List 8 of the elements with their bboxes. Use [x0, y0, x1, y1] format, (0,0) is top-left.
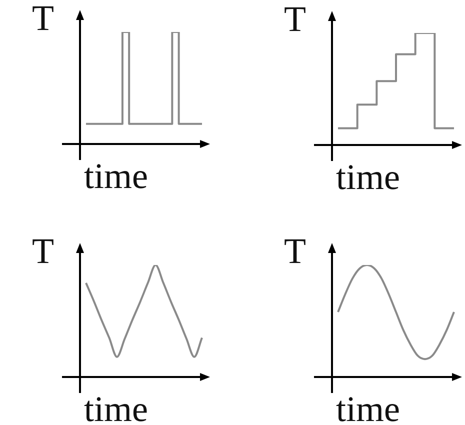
y-axis-title: T: [32, 231, 54, 271]
y-axis-title: T: [284, 231, 306, 271]
x-axis-title: time: [336, 157, 400, 197]
y-axis-title: T: [284, 0, 306, 39]
y-axis-title: T: [32, 0, 54, 38]
x-axis-title: time: [84, 156, 148, 196]
x-axis-title: time: [336, 389, 400, 425]
x-axis-title: time: [84, 389, 148, 425]
